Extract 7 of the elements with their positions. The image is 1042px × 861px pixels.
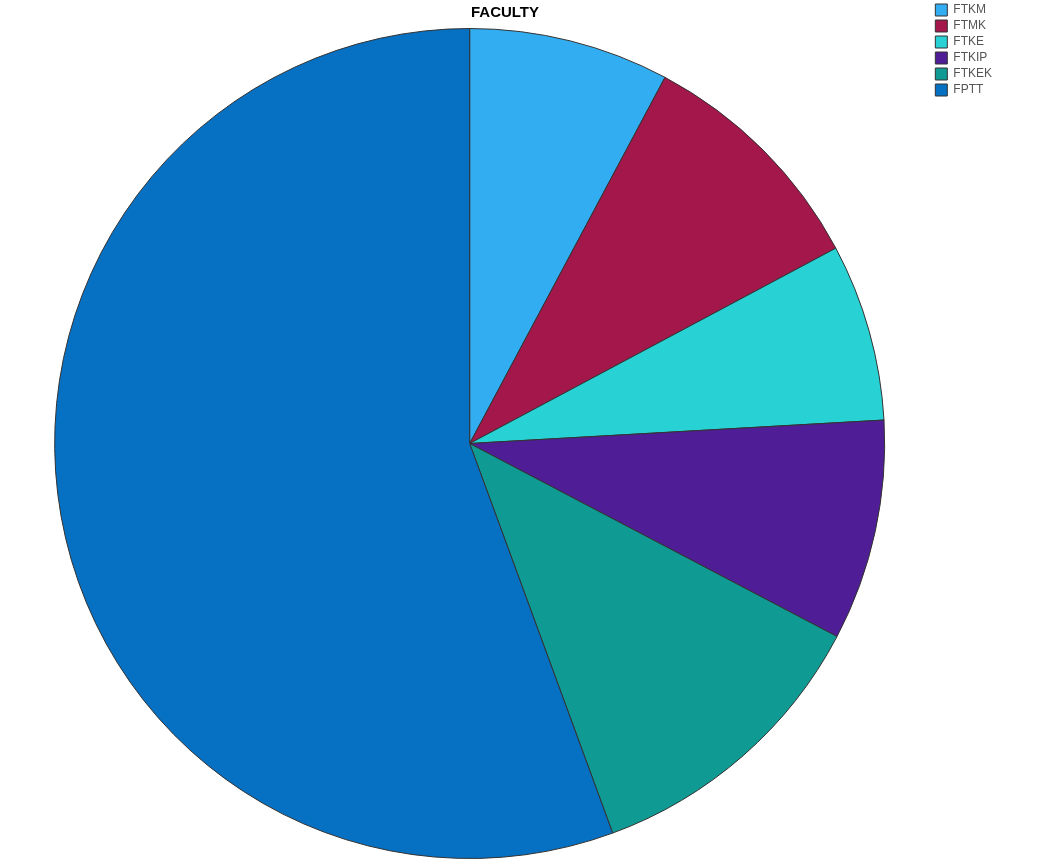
legend-label: FTKIP bbox=[953, 50, 988, 65]
legend-label: FPTT bbox=[953, 82, 984, 97]
legend-label: FTKM bbox=[953, 2, 986, 17]
legend-label: FTMK bbox=[953, 18, 986, 33]
legend-label: FTKE bbox=[953, 34, 984, 49]
legend-label: FTKEK bbox=[953, 66, 992, 81]
chart-title: FACULTY bbox=[470, 3, 540, 21]
